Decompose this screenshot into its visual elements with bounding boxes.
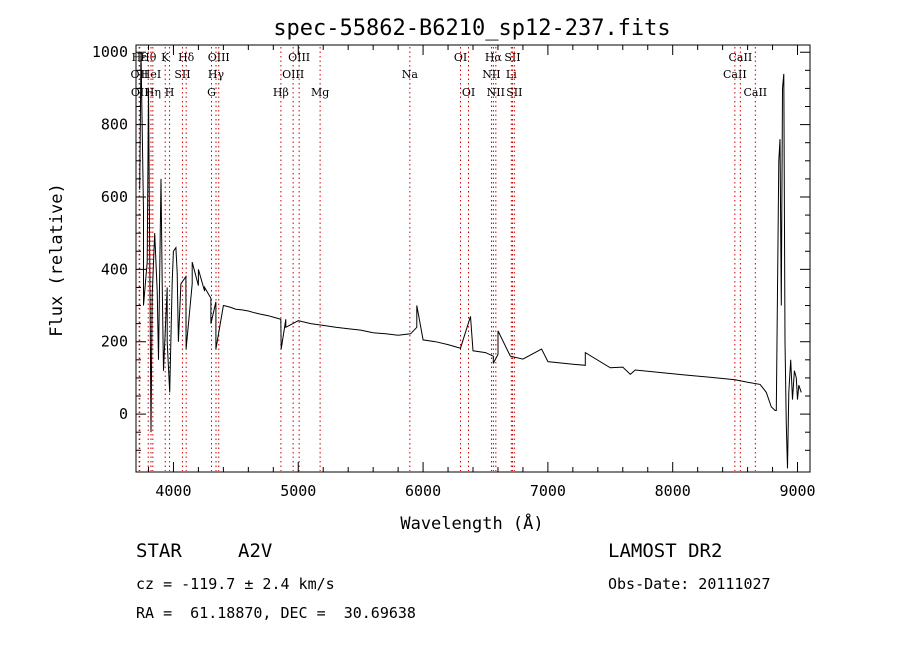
line-marker-label-2: OII — [131, 86, 149, 99]
line-marker-label-7: SII — [174, 68, 190, 81]
y-tick-label: 1000 — [92, 43, 128, 61]
line-marker-label-21: SII — [504, 51, 520, 64]
coordinates: RA = 61.18870, DEC = 30.69638 — [136, 604, 416, 622]
line-marker-label-27: CaII — [723, 68, 747, 81]
line-markers: HεOIIOIIHθHeIHηKSIIHHδOIIIHγGHβOIIIOIIIM… — [131, 47, 767, 471]
x-tick-label: 8000 — [655, 482, 691, 500]
line-marker-label-17: Na — [402, 68, 419, 81]
y-tick-label: 200 — [101, 333, 128, 351]
chart-title: spec-55862-B6210_sp12-237.fits — [273, 16, 670, 41]
star-subclass: A2V — [238, 540, 273, 562]
line-marker-label-18: OI — [454, 51, 467, 64]
observation-date: Obs-Date: 20111027 — [608, 575, 771, 593]
line-marker-label-4: HeI — [141, 68, 161, 81]
line-marker-label-10: OIII — [208, 51, 230, 64]
line-marker-label-16: Mg — [311, 86, 329, 99]
line-marker-label-3: Hθ — [140, 51, 157, 64]
line-marker-label-20: Hα — [485, 51, 503, 64]
spectrum-line — [139, 52, 802, 469]
y-tick-label: 0 — [119, 405, 128, 423]
line-marker-label-6: K — [161, 51, 170, 64]
line-marker-label-26: CaII — [729, 51, 753, 64]
x-tick-label: 4000 — [155, 482, 191, 500]
line-marker-label-13: Hβ — [273, 86, 289, 99]
axis-ticks: 4000 5000 6000 7000 8000 9000 0 200 400 600 800 100… — [92, 43, 816, 500]
line-marker-label-22: NII — [482, 68, 500, 81]
line-marker-label-28: CaII — [743, 86, 767, 99]
line-marker-label-5: Hη — [145, 86, 161, 99]
line-marker-label-25: SII — [506, 86, 522, 99]
survey-name: LAMOST DR2 — [608, 540, 723, 562]
x-tick-label: 9000 — [779, 482, 815, 500]
y-axis-label: Flux (relative) — [47, 183, 67, 337]
x-axis-label: Wavelength (Å) — [400, 512, 543, 534]
y-tick-label: 400 — [101, 260, 128, 278]
line-marker-label-12: G — [207, 86, 216, 99]
y-tick-label: 800 — [101, 116, 128, 134]
line-marker-label-8: H — [165, 86, 175, 99]
line-marker-label-23: NII — [487, 86, 505, 99]
redshift-velocity: cz = -119.7 ± 2.4 km/s — [136, 575, 335, 593]
line-marker-label-9: Hδ — [178, 51, 195, 64]
line-marker-label-24: Li — [506, 68, 517, 81]
line-marker-label-15: OIII — [282, 68, 304, 81]
plot-frame — [135, 44, 811, 473]
star-class: STAR — [136, 540, 182, 562]
x-tick-label: 7000 — [530, 482, 566, 500]
line-marker-label-14: OIII — [288, 51, 310, 64]
line-marker-label-19: OI — [462, 86, 475, 99]
y-tick-label: 600 — [101, 188, 128, 206]
x-tick-label: 6000 — [405, 482, 441, 500]
x-tick-label: 5000 — [280, 482, 316, 500]
line-marker-label-11: Hγ — [208, 68, 225, 81]
